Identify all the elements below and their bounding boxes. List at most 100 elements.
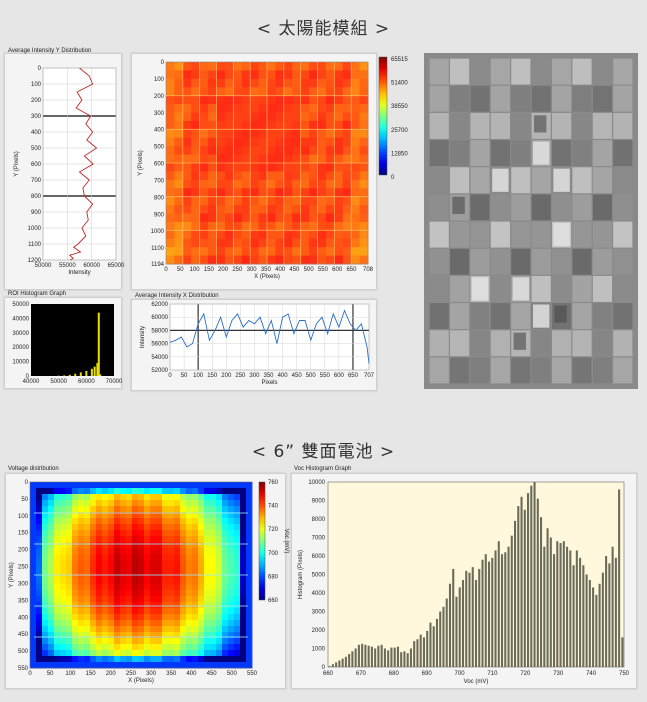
heatmap-cell [216,146,226,156]
heatmap-cell [156,530,163,537]
heatmap-cell [186,626,193,633]
heatmap-cell [192,638,199,645]
heatmap-cell [300,146,310,156]
heatmap-cell [233,137,243,147]
heatmap-cell [292,154,302,164]
heatmap-cell [120,602,127,609]
heatmap-cell [166,188,175,198]
heatmap-cell [166,104,175,113]
cell [572,248,592,275]
heatmap-cell [138,530,145,537]
heatmap-cell [222,506,229,513]
heatmap-cell [42,632,49,639]
heatmap-cell [325,95,335,105]
heatmap-cell [204,536,211,543]
heatmap-cell [144,494,151,501]
heatmap-cell [208,154,217,164]
x-tick-label: 50 [181,373,188,379]
y-tick-label: 9000 [312,499,326,505]
cell [511,112,531,139]
heatmap-cell [351,120,361,130]
heatmap-cell [325,221,335,231]
heatmap-cell [233,154,243,164]
heatmap-cell [78,524,85,531]
heatmap-cell [132,626,139,633]
heatmap-cell [96,506,103,513]
heatmap-cell [246,548,253,555]
heatmap-cell [258,255,268,265]
x-tick-label: 740 [586,671,597,677]
heatmap-cell [199,112,209,122]
heatmap-cell [186,548,193,555]
heatmap-cell [30,644,37,651]
heatmap-cell [267,120,276,130]
heatmap-cell [267,188,276,198]
heatmap-cell [182,213,192,223]
heatmap-cell [132,620,139,627]
cell [592,194,612,221]
heatmap-cell [351,129,361,139]
heatmap-cell [240,560,247,567]
heatmap-cell [334,171,344,181]
heatmap-cell [54,662,61,669]
heatmap-cell [166,137,175,147]
heatmap-cell [342,255,352,265]
heatmap-cell [275,87,285,97]
heatmap-cell [208,78,217,88]
heatmap-cell [162,620,169,627]
heatmap-cell [174,70,184,80]
heatmap-cell [150,650,157,657]
heatmap-cell [180,662,187,669]
heatmap-cell [210,542,217,549]
heatmap-cell [166,78,175,88]
cell [429,357,449,384]
heatmap-cell [228,626,235,633]
heatmap-cell [240,632,247,639]
heatmap-cell [250,120,260,130]
cell [470,85,490,112]
histogram-bar [585,574,588,667]
x-tick-label: 0 [28,671,32,677]
heatmap-cell [204,662,211,669]
heatmap-cell [60,494,67,501]
heatmap-cell [42,524,49,531]
heatmap-cell [334,120,344,130]
heatmap-cell [84,590,91,597]
heatmap-cell [66,542,73,549]
heatmap-cell [174,548,181,555]
y-tick-label: 900 [31,210,42,216]
heatmap-cell [156,506,163,513]
heatmap-cell [120,548,127,555]
heatmap-cell [199,205,209,214]
heatmap-cell [42,530,49,537]
heatmap-cell [120,518,127,525]
heatmap-cell [108,590,115,597]
heatmap-cell [72,620,79,627]
heatmap-cell [150,578,157,585]
heatmap-cell [250,163,260,172]
heatmap-cell [186,608,193,615]
heatmap-cell [250,255,260,265]
x-tick-label: 350 [166,671,177,677]
heatmap-cell [186,542,193,549]
heatmap-cell [102,524,109,531]
heatmap-cell [246,614,253,621]
heatmap-cell [216,188,226,198]
heatmap-cell [334,221,344,231]
heatmap-cell [210,632,217,639]
heatmap-cell [210,548,217,555]
heatmap-cell [283,205,293,214]
heatmap-cell [309,62,318,71]
heatmap-cell [162,644,169,651]
histogram-bar [79,372,82,376]
heatmap-cell [42,656,49,663]
heatmap-cell [351,70,361,80]
histogram-bar [413,641,416,667]
heatmap-cell [102,530,109,537]
heatmap-cell [359,221,369,231]
heatmap-cell [174,163,184,172]
heatmap-cell [84,518,91,525]
heatmap-cell [168,554,175,561]
cell [470,167,490,194]
x-tick-label: 500 [227,671,238,677]
